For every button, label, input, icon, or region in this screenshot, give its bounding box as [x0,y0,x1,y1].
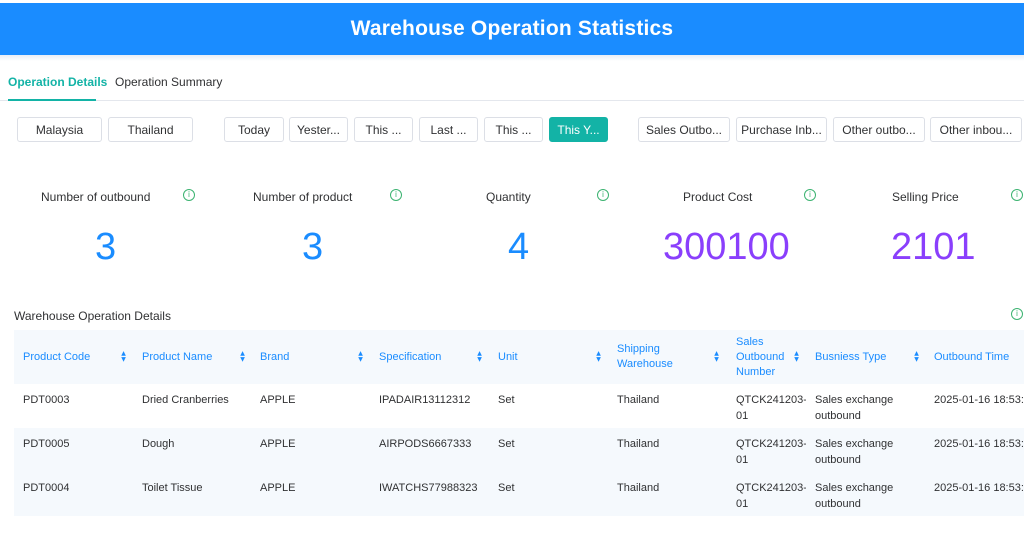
info-icon[interactable]: i [1011,308,1023,320]
table-row[interactable]: PDT0003 Dried Cranberries APPLE IPADAIR1… [14,384,1024,428]
cell-shipping-warehouse: Thailand [617,482,660,494]
cell-unit: Set [498,482,515,494]
column-header-business-type[interactable]: Busniess Type [815,350,887,363]
filter-type-other-inbound[interactable]: Other inbou... [930,117,1022,142]
column-header-specification[interactable]: Specification [379,350,442,363]
cell-product-code: PDT0004 [23,482,70,494]
column-header-brand[interactable]: Brand [260,350,290,363]
info-icon[interactable]: i [1011,189,1023,201]
cell-specification: AIRPODS6667333 [379,438,472,450]
stat-value: 300100 [663,226,790,268]
cell-sales-outbound-number: QTCK241203-01 [736,482,806,510]
filter-type-other-outbound[interactable]: Other outbo... [833,117,925,142]
table-row[interactable]: PDT0005 Dough APPLE AIRPODS6667333 Set T… [14,428,1024,472]
tab-bar: Operation Details Operation Summary [0,64,1024,101]
page-header: Warehouse Operation Statistics [0,3,1024,55]
stat-label: Product Cost [683,190,753,204]
cell-product-code: PDT0005 [23,438,70,450]
filter-period-today[interactable]: Today [224,117,284,142]
sort-icon[interactable]: ▲ ▼ [358,350,363,363]
stat-label: Quantity [486,190,531,204]
info-icon[interactable]: i [597,189,609,201]
page-title: Warehouse Operation Statistics [350,17,674,40]
stat-label: Number of product [253,190,353,204]
cell-outbound-time: 2025-01-16 18:53: [934,438,1024,450]
column-header-outbound-time[interactable]: Outbound Time [934,350,1010,363]
column-header-product-name[interactable]: Product Name [142,350,213,363]
sort-icon[interactable]: ▲ ▼ [714,350,719,363]
sort-icon[interactable]: ▲ ▼ [914,350,919,363]
header-divider [0,55,1024,61]
info-icon[interactable]: i [183,189,195,201]
sort-icon[interactable]: ▲ ▼ [596,350,601,363]
filter-period-this-month[interactable]: This ... [484,117,543,142]
cell-outbound-time: 2025-01-16 18:53: [934,394,1024,406]
filter-type-purchase-inbound[interactable]: Purchase Inb... [736,117,827,142]
filter-period-this-week[interactable]: This ... [354,117,413,142]
info-icon[interactable]: i [804,189,816,201]
operation-details-table: Product Code ▲ ▼ Product Name ▲ ▼ Brand ▲ ▼… [14,330,1024,516]
cell-unit: Set [498,438,515,450]
cell-business-type: Sales exchange outbound [815,482,894,510]
cell-brand: APPLE [260,482,296,494]
filter-country-malaysia[interactable]: Malaysia [17,117,102,142]
table-header: Product Code ▲ ▼ Product Name ▲ ▼ Brand ▲ ▼… [14,330,1024,384]
active-tab-indicator [8,99,96,101]
info-icon[interactable]: i [390,189,402,201]
table-section-title: Warehouse Operation Details [14,309,171,323]
stat-value: 4 [508,226,530,268]
cell-unit: Set [498,394,515,406]
filter-type-sales-outbound[interactable]: Sales Outbo... [638,117,730,142]
cell-business-type: Sales exchange outbound [815,438,894,466]
cell-sales-outbound-number: QTCK241203-01 [736,394,806,422]
cell-shipping-warehouse: Thailand [617,394,660,406]
column-header-unit[interactable]: Unit [498,350,518,363]
cell-product-name: Toilet Tissue [142,482,203,494]
stat-value: 2101 [891,226,976,268]
cell-product-code: PDT0003 [23,394,70,406]
filter-period-last[interactable]: Last ... [419,117,478,142]
stat-value: 3 [95,226,117,268]
sort-icon[interactable]: ▲ ▼ [477,350,482,363]
column-header-product-code[interactable]: Product Code [23,350,91,363]
filter-country-thailand[interactable]: Thailand [108,117,193,142]
column-header-sales-outbound-number[interactable]: Sales Outbound Number [736,335,785,378]
cell-brand: APPLE [260,394,296,406]
column-header-shipping-warehouse[interactable]: Shipping Warehouse [617,343,673,370]
sort-icon[interactable]: ▲ ▼ [121,350,126,363]
cell-outbound-time: 2025-01-16 18:53: [934,482,1024,494]
table-row[interactable]: PDT0004 Toilet Tissue APPLE IWATCHS77988… [14,472,1024,516]
stat-label: Number of outbound [41,190,151,204]
sort-icon[interactable]: ▲ ▼ [240,350,245,363]
stat-value: 3 [302,226,324,268]
stat-label: Selling Price [892,190,959,204]
filter-period-this-year[interactable]: This Y... [549,117,608,142]
cell-business-type: Sales exchange outbound [815,394,894,422]
cell-product-name: Dough [142,438,175,450]
sort-icon[interactable]: ▲ ▼ [794,350,799,363]
cell-specification: IWATCHS77988323 [379,482,478,494]
tab-operation-details[interactable]: Operation Details [8,75,108,89]
cell-brand: APPLE [260,438,296,450]
tab-operation-summary[interactable]: Operation Summary [115,75,223,89]
cell-specification: IPADAIR13112312 [379,394,471,406]
cell-product-name: Dried Cranberries [142,394,229,406]
cell-shipping-warehouse: Thailand [617,438,660,450]
cell-sales-outbound-number: QTCK241203-01 [736,438,806,466]
filter-period-yesterday[interactable]: Yester... [289,117,348,142]
